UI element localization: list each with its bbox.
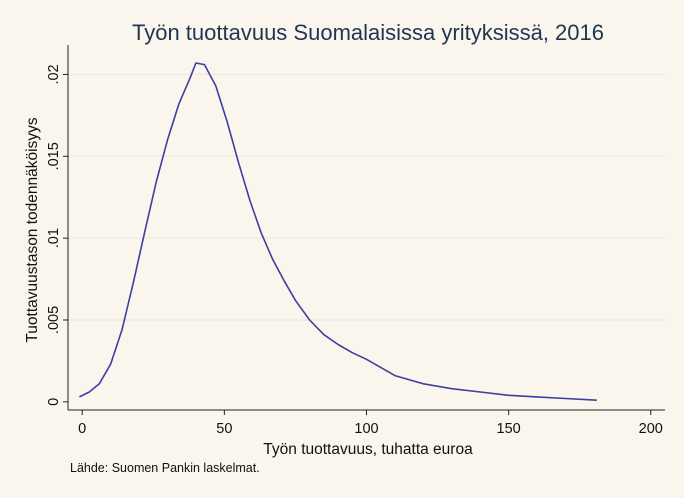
y-tick-label-2: .01 [46,228,62,248]
source-note: Lähde: Suomen Pankin laskelmat. [70,461,260,475]
series-group [79,62,597,401]
tick-labels: 0 .005 .01 .015 .02 0 50 100 150 200 [46,64,663,437]
x-tick-label-2: 100 [354,421,378,437]
x-tick-label-0: 0 [78,421,86,437]
y-tick-label-1: .005 [46,306,62,334]
axes [63,45,665,415]
chart-title: Työn tuottavuus Suomalaisissa yrityksiss… [132,20,604,45]
y-tick-label-4: .02 [46,64,62,84]
x-tick-label-1: 50 [216,421,232,437]
gridlines [68,73,665,321]
y-tick-label-0: 0 [46,398,62,406]
y-tick-label-3: .015 [46,142,62,170]
x-tick-label-4: 200 [639,421,663,437]
x-tick-label-3: 150 [497,421,521,437]
y-axis-label: Tuottavuustason todennäköisyys [24,117,41,342]
density-line-0 [79,62,597,401]
x-axis-label: Työn tuottavuus, tuhatta euroa [263,441,473,458]
